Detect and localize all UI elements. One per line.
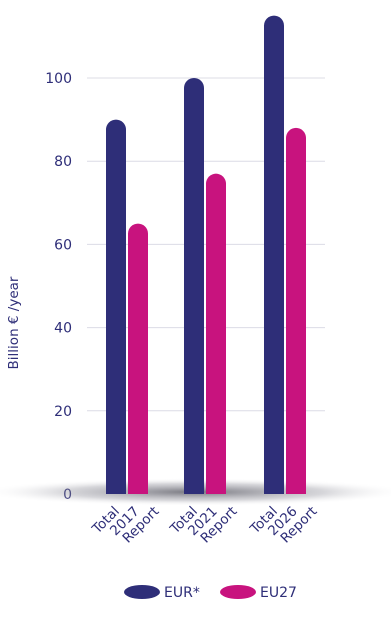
bar-base	[206, 484, 226, 494]
bar-base	[106, 484, 126, 494]
y-tick-label: 20	[54, 404, 72, 420]
bar-eu27-1	[206, 173, 226, 494]
y-tick-label: 100	[45, 71, 72, 87]
legend: EUR* EU27	[124, 585, 297, 601]
legend-item-eur: EUR*	[124, 585, 200, 601]
y-tick-label: 40	[54, 321, 72, 337]
bar-eur-0	[106, 119, 126, 494]
bar-base	[184, 484, 204, 494]
bar-base	[286, 484, 306, 494]
legend-swatch	[124, 585, 160, 599]
legend-label: EU27	[260, 585, 297, 601]
bar-eur-2	[264, 15, 284, 494]
bar-base	[264, 484, 284, 494]
bars	[106, 15, 306, 495]
legend-label: EUR*	[164, 585, 200, 601]
legend-swatch	[220, 585, 256, 599]
y-tick-label: 80	[54, 154, 72, 170]
bar-eur-1	[184, 78, 204, 494]
y-axis-title: Billion € /year	[6, 276, 22, 369]
legend-item-eu27: EU27	[220, 585, 297, 601]
y-axis-ticks: 020406080100	[45, 71, 72, 503]
y-tick-label: 60	[54, 237, 72, 253]
bar-eu27-2	[286, 127, 306, 495]
bar-eu27-0	[128, 223, 148, 494]
bar-base	[128, 484, 148, 494]
